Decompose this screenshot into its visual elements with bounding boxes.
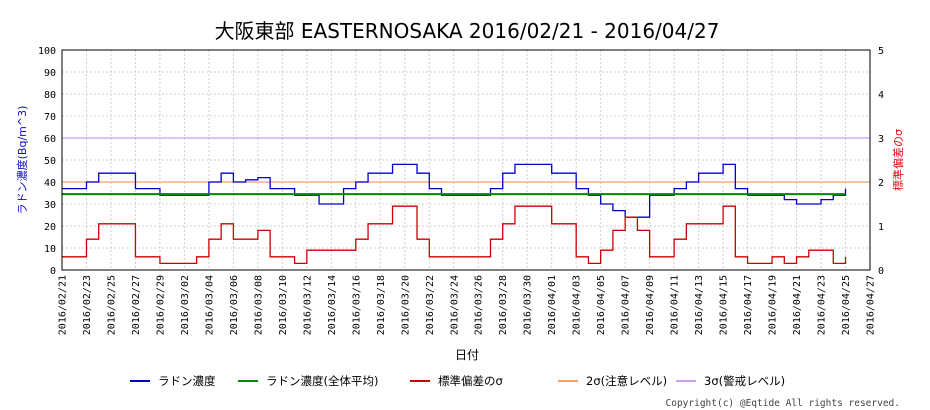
x-tick-label: 2016/03/02 [180,275,191,335]
y-tick-label-left: 40 [44,178,56,189]
x-tick-label: 2016/03/06 [229,275,240,335]
x-tick-label: 2016/04/01 [547,275,558,335]
x-tick-label: 2016/03/22 [425,275,436,335]
y-tick-label-left: 20 [44,222,56,233]
y-tick-label-left: 30 [44,200,56,211]
x-tick-label: 2016/04/21 [792,275,803,335]
x-tick-label: 2016/04/13 [694,275,705,335]
y-tick-label-right: 2 [878,178,884,189]
x-tick-label: 2016/04/19 [768,275,779,335]
y-tick-label-left: 60 [44,134,56,145]
x-tick-label: 2016/04/17 [743,275,754,335]
x-tick-label: 2016/04/05 [596,275,607,335]
legend-label: 標準偏差のσ [438,374,503,388]
x-tick-label: 2016/03/04 [204,275,215,335]
y-tick-label-left: 0 [50,266,56,277]
x-tick-label: 2016/04/27 [866,275,877,335]
x-tick-label: 2016/02/25 [106,275,117,335]
x-tick-label: 2016/04/11 [670,275,681,335]
legend-label: ラドン濃度 [158,374,216,388]
y-tick-label-right: 4 [878,90,884,101]
x-axis-ticks: 2016/02/21 2016/02/23 2016/02/25 2016/02/27… [58,275,877,335]
x-axis-label: 日付 [455,348,479,362]
y-axis-left-ticks: 0 10 20 30 40 50 60 70 80 90 100 [38,46,56,277]
chart-title: 大阪東部 EASTERNOSAKA 2016/02/21 - 2016/04/2… [215,19,720,43]
y-tick-label-right: 3 [878,134,884,145]
x-tick-label: 2016/03/08 [253,275,264,335]
series-line-2 [62,205,847,265]
plot-frame [61,49,871,271]
x-tick-label: 2016/04/25 [841,275,852,335]
x-tick-label: 2016/03/26 [474,275,485,335]
y-axis-right-label: 標準偏差のσ [891,129,905,191]
copyright-text: Copyright(c) @Eqtide All rights reserved… [666,398,901,409]
x-tick-label: 2016/03/12 [302,275,313,335]
x-tick-label: 2016/03/20 [400,275,411,335]
x-tick-label: 2016/03/24 [449,275,460,335]
legend-label: 2σ(注意レベル) [586,374,667,388]
y-tick-label-right: 5 [878,46,884,57]
y-tick-label-left: 80 [44,90,56,101]
x-tick-label: 2016/02/27 [131,275,142,335]
x-tick-label: 2016/03/14 [327,275,338,335]
legend-label: ラドン濃度(全体平均) [266,374,378,388]
x-tick-label: 2016/04/09 [645,275,656,335]
y-tick-label-left: 50 [44,156,56,167]
legend: ラドン濃度 ラドン濃度(全体平均) 標準偏差のσ 2σ(注意レベル) 3σ(警戒レベル) [130,374,785,388]
y-tick-label-left: 90 [44,68,56,79]
x-tick-label: 2016/02/29 [155,275,166,335]
x-tick-label: 2016/03/28 [498,275,509,335]
y-tick-label-right: 1 [878,222,884,233]
y-axis-left-label: ラドン濃度(Bq/m^3) [15,106,29,215]
x-tick-label: 2016/04/15 [719,275,730,335]
x-tick-label: 2016/03/16 [351,275,362,335]
grid-lines [61,49,871,271]
series-lines [62,163,847,265]
y-tick-label-right: 0 [878,266,884,277]
x-tick-label: 2016/04/07 [621,275,632,335]
series-line-0 [62,163,847,218]
y-tick-label-left: 70 [44,112,56,123]
y-axis-right-ticks: 0 1 2 3 4 5 [878,46,884,277]
x-tick-label: 2016/03/30 [523,275,534,335]
x-tick-label: 2016/04/03 [572,275,583,335]
x-tick-label: 2016/03/18 [376,275,387,335]
x-tick-label: 2016/04/23 [817,275,828,335]
x-tick-label: 2016/02/23 [82,275,93,335]
x-tick-label: 2016/03/10 [278,275,289,335]
y-tick-label-left: 10 [44,244,56,255]
y-tick-label-left: 100 [38,46,56,57]
legend-label: 3σ(警戒レベル) [704,374,785,388]
x-tick-label: 2016/02/21 [58,275,69,335]
